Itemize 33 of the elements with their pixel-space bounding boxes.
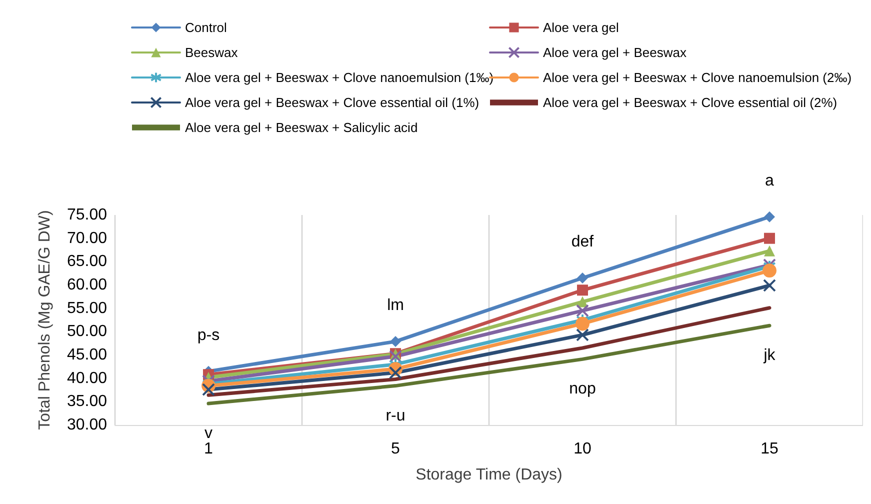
y-tick-label: 30.00 [66, 416, 108, 434]
y-tick-label: 60.00 [66, 276, 108, 294]
annotation: def [571, 234, 594, 250]
y-axis-title: Total Phenols (Mg GAE/G DW) [36, 210, 54, 430]
legend-label: Aloe vera gel + Beeswax + Clove nanoemulsion (2‰) [543, 70, 852, 85]
annotation: lm [387, 296, 404, 314]
legend-label: Aloe vera gel + Beeswax + Clove nanoemulsion (1‰) [185, 70, 494, 85]
legend-label: Aloe vera gel [543, 20, 619, 35]
annotation: p-s [197, 326, 220, 344]
y-tick-label: 70.00 [66, 230, 108, 247]
y-tick-label: 75.00 [66, 206, 108, 224]
legend-label: Aloe vera gel + Beeswax + Clove essential oil (2%) [543, 95, 838, 110]
x-tick-label: 10 [574, 440, 592, 458]
legend-label: Aloe vera gel + Beeswax [543, 45, 687, 60]
y-tick-label: 50.00 [66, 323, 108, 340]
legend-label: Aloe vera gel + Beeswax + Clove essential oil (1%) [185, 95, 480, 110]
legend-label: Control [185, 20, 228, 35]
y-tick-label: 35.00 [66, 393, 108, 410]
annotation: r-u [386, 407, 406, 424]
x-tick-label: 5 [391, 440, 400, 458]
x-tick-label: 15 [760, 440, 778, 458]
text: a [765, 172, 774, 190]
y-tick-label: 65.00 [66, 253, 108, 270]
y-tick-label: 45.00 [66, 346, 108, 364]
y-tick-label: 55.00 [66, 300, 108, 317]
x-axis-title: Storage Time (Days) [416, 466, 562, 484]
annotation: nop [569, 380, 596, 398]
annotation: jk [762, 347, 776, 364]
legend-label: Aloe vera gel + Beeswax + Salicylic acid [185, 120, 418, 135]
legend-label: Beeswax [185, 45, 238, 60]
y-tick-label: 40.00 [66, 370, 108, 387]
x-tick-label: 1 [204, 440, 214, 458]
text: v [204, 425, 212, 442]
